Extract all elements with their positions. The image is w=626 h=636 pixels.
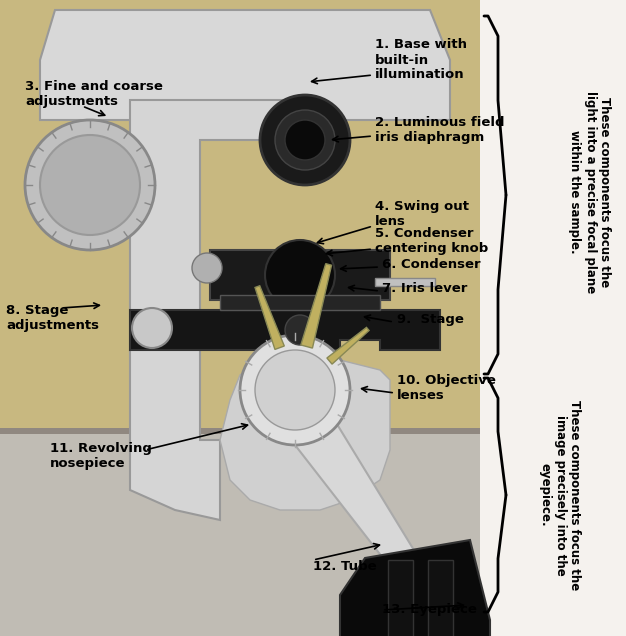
Polygon shape bbox=[130, 100, 300, 520]
Polygon shape bbox=[301, 264, 332, 348]
Text: 9.  Stage: 9. Stage bbox=[397, 312, 464, 326]
Circle shape bbox=[255, 350, 335, 430]
Bar bbox=[480, 0, 626, 636]
Text: 10. Objective
lenses: 10. Objective lenses bbox=[397, 374, 496, 402]
Text: These components focus the
light into a precise focal plane
within the sample.: These components focus the light into a … bbox=[568, 91, 612, 293]
Polygon shape bbox=[130, 310, 440, 350]
Circle shape bbox=[132, 308, 172, 348]
Bar bbox=[0, 430, 480, 636]
Circle shape bbox=[192, 253, 222, 283]
Text: 7. Iris lever: 7. Iris lever bbox=[382, 282, 468, 296]
Text: 2. Luminous field
iris diaphragm: 2. Luminous field iris diaphragm bbox=[375, 116, 505, 144]
Bar bbox=[388, 560, 413, 636]
Circle shape bbox=[285, 120, 325, 160]
Circle shape bbox=[240, 335, 350, 445]
Text: These components focus the
image precisely into the
eyepiece.: These components focus the image precise… bbox=[538, 400, 582, 590]
Text: 1. Base with
built-in
illumination: 1. Base with built-in illumination bbox=[375, 39, 467, 81]
Polygon shape bbox=[260, 380, 420, 580]
Polygon shape bbox=[220, 295, 380, 310]
Polygon shape bbox=[220, 355, 390, 510]
Circle shape bbox=[265, 240, 335, 310]
Text: 3. Fine and coarse
adjustments: 3. Fine and coarse adjustments bbox=[25, 80, 163, 108]
Text: 5. Condenser
centering knob: 5. Condenser centering knob bbox=[375, 227, 488, 255]
Polygon shape bbox=[40, 10, 450, 120]
Bar bbox=[428, 560, 453, 636]
Text: 11. Revolving
nosepiece: 11. Revolving nosepiece bbox=[50, 442, 152, 470]
Circle shape bbox=[285, 315, 315, 345]
Text: 6. Condenser: 6. Condenser bbox=[382, 258, 481, 272]
Polygon shape bbox=[255, 286, 284, 349]
Polygon shape bbox=[327, 328, 369, 364]
Circle shape bbox=[25, 120, 155, 250]
Circle shape bbox=[275, 110, 335, 170]
Bar bbox=[0, 428, 480, 434]
Polygon shape bbox=[340, 540, 490, 636]
Text: 8. Stage
adjustments: 8. Stage adjustments bbox=[6, 304, 99, 332]
Circle shape bbox=[40, 135, 140, 235]
Text: 13. Eyepiece: 13. Eyepiece bbox=[382, 604, 477, 616]
Text: 12. Tube: 12. Tube bbox=[313, 560, 377, 574]
Text: 4. Swing out
lens: 4. Swing out lens bbox=[375, 200, 469, 228]
Bar bbox=[375, 278, 435, 286]
Circle shape bbox=[260, 95, 350, 185]
Polygon shape bbox=[210, 250, 390, 300]
Bar bbox=[0, 0, 480, 636]
Bar bbox=[0, 0, 480, 430]
